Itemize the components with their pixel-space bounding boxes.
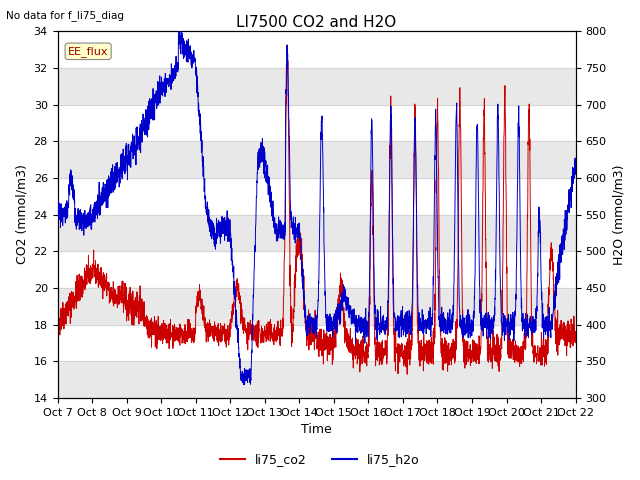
Text: No data for f_li75_diag: No data for f_li75_diag: [6, 10, 124, 21]
X-axis label: Time: Time: [301, 423, 332, 436]
Text: EE_flux: EE_flux: [68, 46, 108, 57]
Bar: [58, 288, 575, 324]
Legend: li75_co2, li75_h2o: li75_co2, li75_h2o: [215, 448, 425, 471]
Bar: [58, 361, 575, 398]
Y-axis label: H2O (mmol/m3): H2O (mmol/m3): [612, 164, 625, 265]
Title: LI7500 CO2 and H2O: LI7500 CO2 and H2O: [236, 15, 397, 30]
Bar: [58, 141, 575, 178]
Y-axis label: CO2 (mmol/m3): CO2 (mmol/m3): [15, 165, 28, 264]
Bar: [58, 215, 575, 251]
Bar: [58, 68, 575, 105]
